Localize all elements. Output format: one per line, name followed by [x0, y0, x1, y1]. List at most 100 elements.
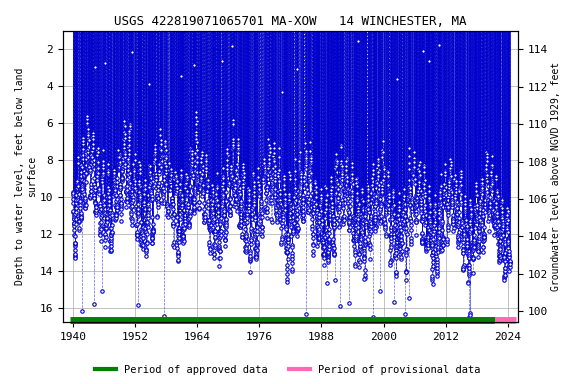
Point	[325, 216, 334, 222]
Point	[438, 220, 447, 226]
Point	[282, 245, 291, 251]
Point	[309, 252, 318, 258]
Point	[263, 187, 272, 193]
Point	[369, 167, 378, 174]
Point	[143, 219, 152, 225]
Point	[155, 140, 164, 146]
Point	[202, 180, 211, 186]
Point	[471, 206, 480, 212]
Point	[497, 203, 506, 209]
Point	[367, 190, 376, 196]
Point	[400, 186, 409, 192]
Point	[282, 237, 291, 243]
Point	[78, 156, 87, 162]
Point	[326, 182, 335, 189]
Point	[430, 203, 439, 209]
Point	[74, 219, 84, 225]
Point	[454, 234, 463, 240]
Point	[262, 184, 271, 190]
Point	[390, 224, 399, 230]
Point	[206, 189, 215, 195]
Point	[459, 267, 468, 273]
Point	[494, 235, 503, 241]
Point	[173, 249, 183, 255]
Point	[445, 184, 454, 190]
Point	[385, 216, 395, 222]
Point	[331, 158, 340, 164]
Point	[211, 202, 221, 209]
Point	[72, 181, 81, 187]
Point	[260, 167, 270, 174]
Point	[249, 202, 259, 209]
Point	[255, 184, 264, 190]
Point	[373, 158, 382, 164]
Point	[325, 238, 334, 244]
Point	[285, 210, 294, 216]
Point	[413, 191, 422, 197]
Point	[438, 235, 448, 241]
Point	[484, 202, 494, 209]
Point	[263, 165, 272, 171]
Point	[298, 205, 307, 211]
Point	[361, 218, 370, 224]
Point	[388, 189, 397, 195]
Point	[165, 182, 175, 189]
Point	[374, 186, 384, 192]
Point	[368, 167, 377, 173]
Point	[370, 219, 380, 225]
Point	[475, 222, 484, 228]
Point	[71, 211, 80, 217]
Point	[125, 126, 134, 132]
Point	[106, 248, 115, 255]
Point	[145, 180, 154, 186]
Point	[452, 212, 461, 218]
Point	[274, 174, 283, 180]
Point	[282, 242, 291, 248]
Point	[241, 234, 251, 240]
Point	[198, 187, 207, 194]
Point	[446, 165, 455, 171]
Point	[488, 207, 498, 213]
Point	[310, 187, 320, 194]
Point	[418, 215, 427, 221]
Point	[157, 157, 166, 163]
Point	[106, 244, 115, 250]
Point	[505, 259, 514, 265]
Point	[245, 255, 255, 261]
Point	[428, 255, 437, 262]
Point	[131, 182, 140, 189]
Point	[302, 311, 311, 317]
Point	[86, 160, 95, 166]
Point	[479, 230, 488, 236]
Point	[166, 182, 175, 189]
Point	[470, 208, 479, 214]
Point	[240, 208, 249, 214]
Point	[168, 206, 177, 212]
Point	[479, 235, 488, 241]
Point	[117, 176, 126, 182]
Point	[304, 196, 313, 202]
Point	[440, 183, 449, 189]
Point	[110, 187, 119, 193]
Point	[360, 276, 369, 282]
Point	[302, 166, 311, 172]
Point	[343, 179, 352, 185]
Point	[242, 213, 252, 219]
Point	[384, 196, 393, 202]
Point	[399, 225, 408, 231]
Point	[142, 247, 151, 253]
Point	[401, 268, 411, 275]
Point	[107, 232, 116, 238]
Point	[241, 244, 250, 250]
Point	[222, 151, 232, 157]
Point	[463, 262, 472, 268]
Point	[121, 187, 130, 194]
Point	[441, 168, 450, 174]
Point	[363, 194, 373, 200]
Point	[318, 240, 327, 246]
Point	[235, 220, 244, 226]
Point	[289, 220, 298, 226]
Point	[274, 166, 283, 172]
Point	[267, 219, 276, 225]
Point	[79, 172, 88, 179]
